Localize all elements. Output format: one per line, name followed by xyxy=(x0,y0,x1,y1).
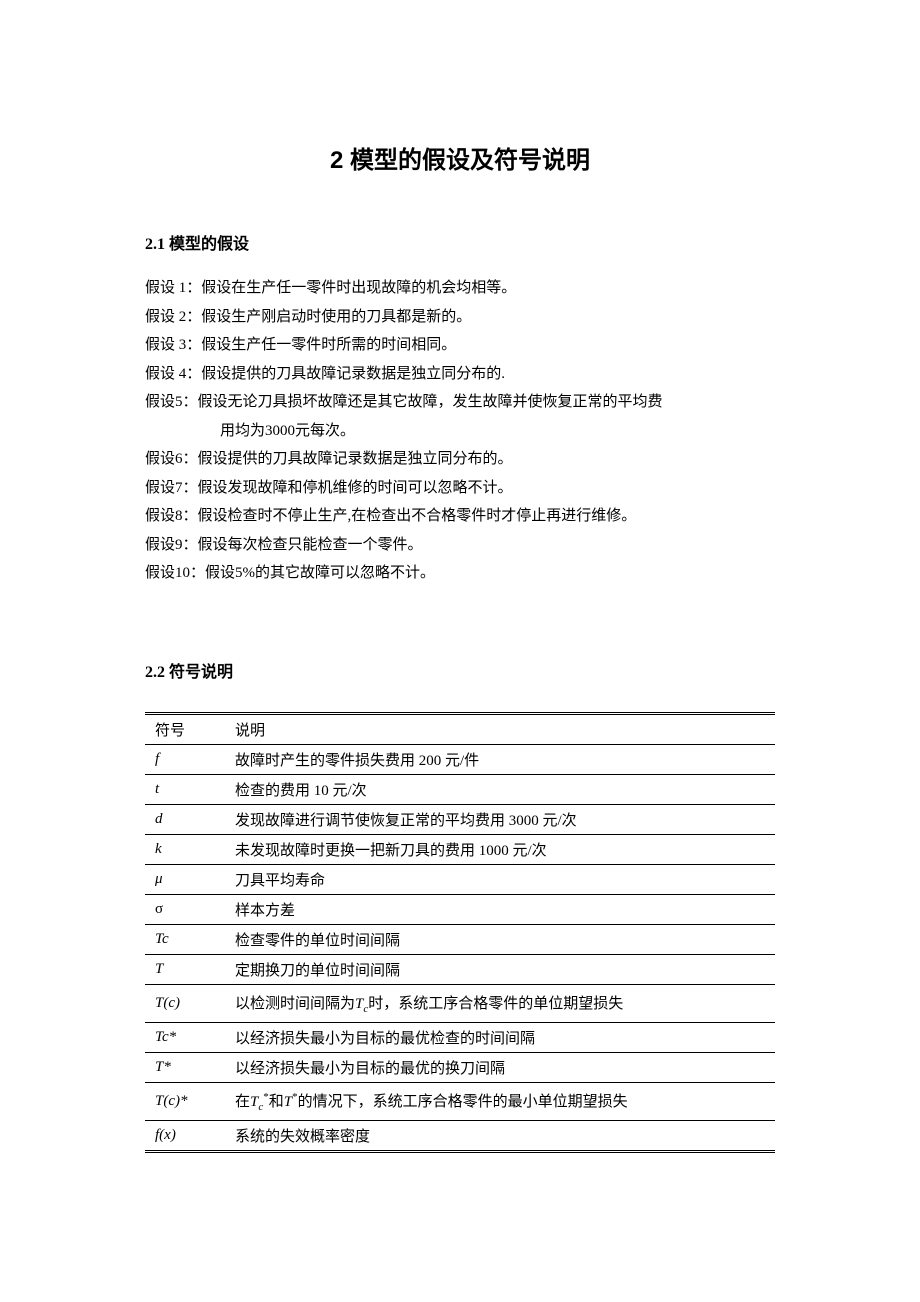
symbol-cell: Tc* xyxy=(145,1022,225,1052)
desc-cell: 样本方差 xyxy=(225,894,775,924)
table-row: Tc 检查零件的单位时间间隔 xyxy=(145,924,775,954)
assumption-label: 假设6： xyxy=(145,445,198,474)
assumption-label: 假设 4： xyxy=(145,360,201,389)
assumption-text: 假设生产刚启动时使用的刀具都是新的。 xyxy=(201,303,775,332)
symbol-cell: Tc xyxy=(145,924,225,954)
symbol-cell: T(c) xyxy=(145,984,225,1022)
symbol-cell: k xyxy=(145,834,225,864)
page-title: 2 模型的假设及符号说明 xyxy=(145,140,775,175)
assumption-label: 假设 3： xyxy=(145,331,201,360)
section-assumptions-title: 2.1 模型的假设 xyxy=(145,230,775,254)
table-row: k 未发现故障时更换一把新刀具的费用 1000 元/次 xyxy=(145,834,775,864)
table-row: T* 以经济损失最小为目标的最优的换刀间隔 xyxy=(145,1052,775,1082)
assumption-text: 假设提供的刀具故障记录数据是独立同分布的。 xyxy=(198,445,775,474)
assumption-label: 假设9： xyxy=(145,531,198,560)
assumption-text: 假设5%的其它故障可以忽略不计。 xyxy=(205,559,775,588)
assumption-item: 假设7： 假设发现故障和停机维修的时间可以忽略不计。 xyxy=(145,474,775,503)
assumption-item: 假设 2： 假设生产刚启动时使用的刀具都是新的。 xyxy=(145,303,775,332)
symbol-cell: t xyxy=(145,774,225,804)
table-row: T(c)* 在Tc*和T*的情况下，系统工序合格零件的最小单位期望损失 xyxy=(145,1082,775,1120)
assumption-label: 假设5： xyxy=(145,388,198,417)
symbol-cell: d xyxy=(145,804,225,834)
assumption-text: 假设检查时不停止生产,在检查出不合格零件时才停止再进行维修。 xyxy=(198,502,775,531)
header-desc: 说明 xyxy=(225,713,775,744)
desc-cell: 未发现故障时更换一把新刀具的费用 1000 元/次 xyxy=(225,834,775,864)
desc-cell: 发现故障进行调节使恢复正常的平均费用 3000 元/次 xyxy=(225,804,775,834)
desc-suffix: 时，系统工序合格零件的单位期望损失 xyxy=(368,996,623,1012)
symbol-cell: σ xyxy=(145,894,225,924)
assumption-item: 假设8： 假设检查时不停止生产,在检查出不合格零件时才停止再进行维修。 xyxy=(145,502,775,531)
assumption-item: 假设9： 假设每次检查只能检查一个零件。 xyxy=(145,531,775,560)
assumption-label: 假设 2： xyxy=(145,303,201,332)
table-row: T 定期换刀的单位时间间隔 xyxy=(145,954,775,984)
desc-prefix: 以检测时间间隔为 xyxy=(235,996,355,1012)
symbol-cell: T xyxy=(145,954,225,984)
assumption-item: 假设6： 假设提供的刀具故障记录数据是独立同分布的。 xyxy=(145,445,775,474)
table-row: d 发现故障进行调节使恢复正常的平均费用 3000 元/次 xyxy=(145,804,775,834)
assumption-text: 假设生产任一零件时所需的时间相同。 xyxy=(201,331,775,360)
assumption-item: 假设 3： 假设生产任一零件时所需的时间相同。 xyxy=(145,331,775,360)
desc-cell: 故障时产生的零件损失费用 200 元/件 xyxy=(225,744,775,774)
desc-prefix: 在 xyxy=(235,1094,250,1110)
symbol-cell: T* xyxy=(145,1052,225,1082)
assumption-label: 假设 1： xyxy=(145,274,201,303)
table-header-row: 符号 说明 xyxy=(145,713,775,744)
assumption-label: 假设8： xyxy=(145,502,198,531)
symbol-cell: T(c)* xyxy=(145,1082,225,1120)
symbol-cell: f(x) xyxy=(145,1120,225,1151)
assumption-continuation: 用均为3000元每次。 xyxy=(145,417,775,446)
desc-cell: 检查零件的单位时间间隔 xyxy=(225,924,775,954)
table-row: σ 样本方差 xyxy=(145,894,775,924)
symbol-table: 符号 说明 f 故障时产生的零件损失费用 200 元/件 t 检查的费用 10 … xyxy=(145,712,775,1153)
desc-cell: 系统的失效概率密度 xyxy=(225,1120,775,1151)
desc-cell: 检查的费用 10 元/次 xyxy=(225,774,775,804)
table-row: f(x) 系统的失效概率密度 xyxy=(145,1120,775,1151)
table-row: T(c) 以检测时间间隔为Tc时，系统工序合格零件的单位期望损失 xyxy=(145,984,775,1022)
assumption-text: 假设每次检查只能检查一个零件。 xyxy=(198,531,775,560)
header-symbol: 符号 xyxy=(145,713,225,744)
desc-mid: 和 xyxy=(269,1094,284,1110)
assumption-text: 假设无论刀具损坏故障还是其它故障，发生故障并使恢复正常的平均费 xyxy=(198,388,775,417)
desc-cell: 以经济损失最小为目标的最优的换刀间隔 xyxy=(225,1052,775,1082)
assumption-text: 假设发现故障和停机维修的时间可以忽略不计。 xyxy=(198,474,775,503)
desc-cell: 刀具平均寿命 xyxy=(225,864,775,894)
symbol-cell: μ xyxy=(145,864,225,894)
assumption-label: 假设10： xyxy=(145,559,205,588)
symbol-cell: f xyxy=(145,744,225,774)
assumption-item: 假设 1： 假设在生产任一零件时出现故障的机会均相等。 xyxy=(145,274,775,303)
desc-suffix: 的情况下，系统工序合格零件的最小单位期望损失 xyxy=(298,1094,628,1110)
assumption-label: 假设7： xyxy=(145,474,198,503)
table-row: t 检查的费用 10 元/次 xyxy=(145,774,775,804)
table-row: μ 刀具平均寿命 xyxy=(145,864,775,894)
desc-cell: 定期换刀的单位时间间隔 xyxy=(225,954,775,984)
assumption-text: 假设提供的刀具故障记录数据是独立同分布的. xyxy=(201,360,775,389)
assumption-item: 假设 4： 假设提供的刀具故障记录数据是独立同分布的. xyxy=(145,360,775,389)
assumptions-list: 假设 1： 假设在生产任一零件时出现故障的机会均相等。 假设 2： 假设生产刚启… xyxy=(145,274,775,588)
table-row: f 故障时产生的零件损失费用 200 元/件 xyxy=(145,744,775,774)
assumption-item: 假设10： 假设5%的其它故障可以忽略不计。 xyxy=(145,559,775,588)
desc-sym2: T xyxy=(284,1094,292,1110)
desc-cell: 以检测时间间隔为Tc时，系统工序合格零件的单位期望损失 xyxy=(225,984,775,1022)
assumption-item: 假设5： 假设无论刀具损坏故障还是其它故障，发生故障并使恢复正常的平均费 xyxy=(145,388,775,417)
section-symbols-title: 2.2 符号说明 xyxy=(145,658,775,682)
desc-cell: 在Tc*和T*的情况下，系统工序合格零件的最小单位期望损失 xyxy=(225,1082,775,1120)
table-row: Tc* 以经济损失最小为目标的最优检查的时间间隔 xyxy=(145,1022,775,1052)
assumption-text: 假设在生产任一零件时出现故障的机会均相等。 xyxy=(201,274,775,303)
desc-cell: 以经济损失最小为目标的最优检查的时间间隔 xyxy=(225,1022,775,1052)
